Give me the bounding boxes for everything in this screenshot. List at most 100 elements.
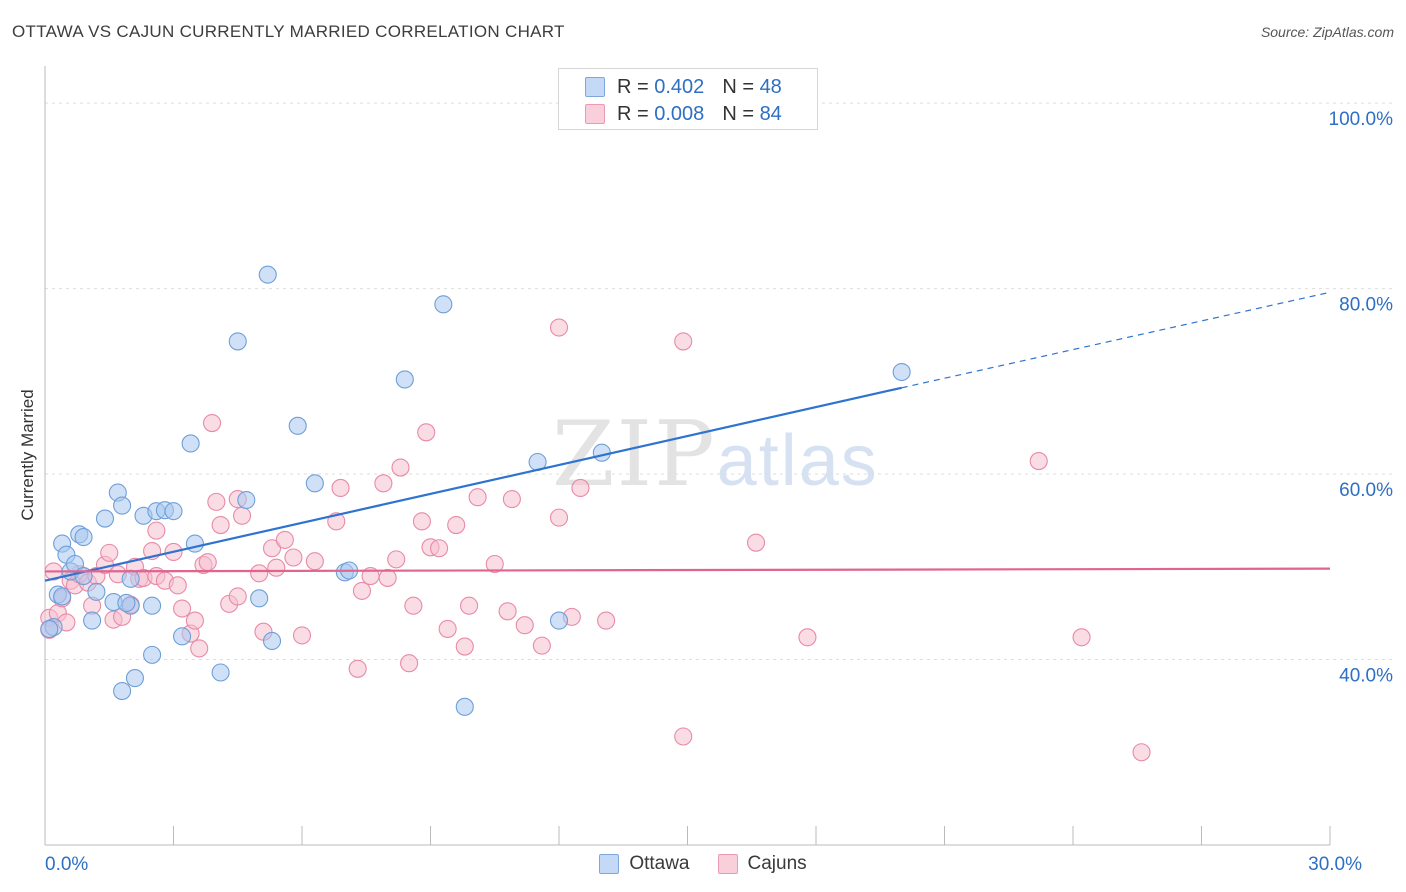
cajuns-point	[387, 550, 406, 569]
y-tick-label: 100.0%	[1329, 109, 1394, 130]
cajuns-point	[262, 539, 282, 558]
ottawa-trend-line	[44, 386, 902, 582]
ottawa-point	[250, 589, 269, 608]
ottawa-point	[121, 569, 140, 588]
cajuns-point	[100, 543, 119, 562]
cajuns-point	[412, 512, 431, 531]
cajuns-point	[447, 516, 466, 535]
ottawa-point	[305, 474, 324, 493]
cajuns-point	[185, 611, 204, 630]
cajuns-point	[404, 596, 423, 615]
cajuns-point	[250, 564, 269, 583]
ottawa-point	[237, 490, 256, 510]
ottawa-n-value: 48	[759, 75, 782, 98]
ottawa-trend-extension	[901, 291, 1331, 389]
ottawa-point	[211, 663, 230, 682]
ottawa-point	[892, 362, 911, 382]
cajuns-point	[147, 521, 166, 540]
ottawa-point	[143, 596, 162, 615]
cajuns-point	[674, 727, 693, 746]
ottawa-point	[83, 611, 102, 630]
cajuns-point	[502, 490, 521, 509]
cajuns-point	[674, 332, 693, 351]
ottawa-point	[117, 593, 136, 613]
cajuns-n-value: 84	[759, 102, 782, 125]
ottawa-point	[228, 332, 247, 351]
cajuns-point	[228, 587, 247, 606]
source-label: Source: ZipAtlas.com	[1260, 24, 1394, 40]
x-tick-label: 0.0%	[45, 854, 88, 875]
ottawa-point	[113, 682, 132, 701]
cajuns-point	[168, 576, 187, 595]
cajuns-swatch	[585, 104, 605, 124]
cajuns-point	[352, 581, 372, 600]
ottawa-point	[87, 582, 106, 601]
legend-item-ottawa[interactable]: Ottawa	[599, 853, 690, 875]
legend-item-cajuns[interactable]: Cajuns	[717, 853, 807, 875]
ottawa-point	[549, 611, 569, 630]
cajuns-point	[211, 516, 230, 535]
cajuns-point	[459, 596, 479, 615]
cajuns-point	[400, 654, 419, 673]
y-tick-label: 40.0%	[1339, 666, 1393, 687]
chart-title: OTTAWA VS CAJUN CURRENTLY MARRIED CORREL…	[12, 22, 565, 41]
cajuns-point	[267, 558, 286, 577]
cajuns-point	[378, 568, 397, 587]
ottawa-point	[288, 416, 307, 435]
ottawa-swatch	[585, 77, 605, 97]
ottawa-point	[592, 443, 611, 462]
cajuns-point	[417, 423, 436, 442]
watermark-atlas: atlas	[716, 421, 879, 501]
ottawa-point	[173, 627, 192, 646]
stats-legend: R = 0.402 N = 48 R = 0.008 N = 84	[558, 68, 818, 130]
cajuns-point	[532, 636, 551, 655]
cajuns-point	[1072, 628, 1091, 647]
legend-row-ottawa: R = 0.402 N = 48	[585, 74, 782, 100]
ottawa-point	[434, 295, 453, 314]
cajuns-point	[798, 628, 817, 647]
ottawa-point	[53, 587, 72, 606]
ottawa-legend-label: Ottawa	[629, 853, 690, 874]
cajuns-point	[549, 508, 569, 527]
y-axis-label: Currently Married	[18, 389, 37, 521]
cajuns-point	[430, 539, 449, 558]
cajuns-point	[1029, 452, 1048, 471]
ottawa-r-label: R =	[617, 75, 649, 98]
ottawa-point	[395, 370, 414, 389]
cajuns-point	[198, 553, 217, 572]
cajuns-point	[549, 318, 569, 337]
cajuns-point	[485, 554, 504, 574]
cajuns-r-label: R =	[617, 102, 649, 125]
y-tick-label: 80.0%	[1339, 295, 1393, 316]
ottawa-point	[74, 528, 93, 547]
cajuns-point	[203, 413, 222, 433]
cajuns-n-label: N =	[722, 102, 754, 125]
cajuns-point	[455, 637, 474, 656]
cajuns-point	[571, 478, 590, 498]
ottawa-r-value: 0.402	[654, 75, 705, 98]
cajuns-point	[498, 602, 517, 621]
ottawa-legend-swatch	[599, 854, 620, 874]
ottawa-point	[181, 434, 200, 453]
ottawa-n-label: N =	[722, 75, 754, 98]
cajuns-r-value: 0.008	[654, 102, 705, 125]
cajuns-point	[374, 474, 393, 493]
cajuns-point	[207, 492, 226, 511]
x-tick-label: 30.0%	[1308, 854, 1362, 875]
ottawa-point	[40, 619, 59, 638]
cajuns-point	[190, 639, 209, 658]
ottawa-point	[164, 502, 183, 521]
cajuns-point	[284, 548, 303, 567]
ottawa-point	[95, 509, 115, 528]
cajuns-trend-line	[44, 567, 1331, 573]
legend-row-cajuns: R = 0.008 N = 84	[585, 101, 782, 127]
cajuns-point	[391, 458, 410, 477]
cajuns-point	[292, 626, 312, 645]
cajuns-point	[232, 506, 252, 525]
ottawa-point	[125, 669, 144, 688]
cajuns-point	[305, 552, 324, 571]
ottawa-point	[143, 645, 162, 664]
cajuns-point	[597, 611, 616, 630]
cajuns-point	[275, 530, 294, 549]
